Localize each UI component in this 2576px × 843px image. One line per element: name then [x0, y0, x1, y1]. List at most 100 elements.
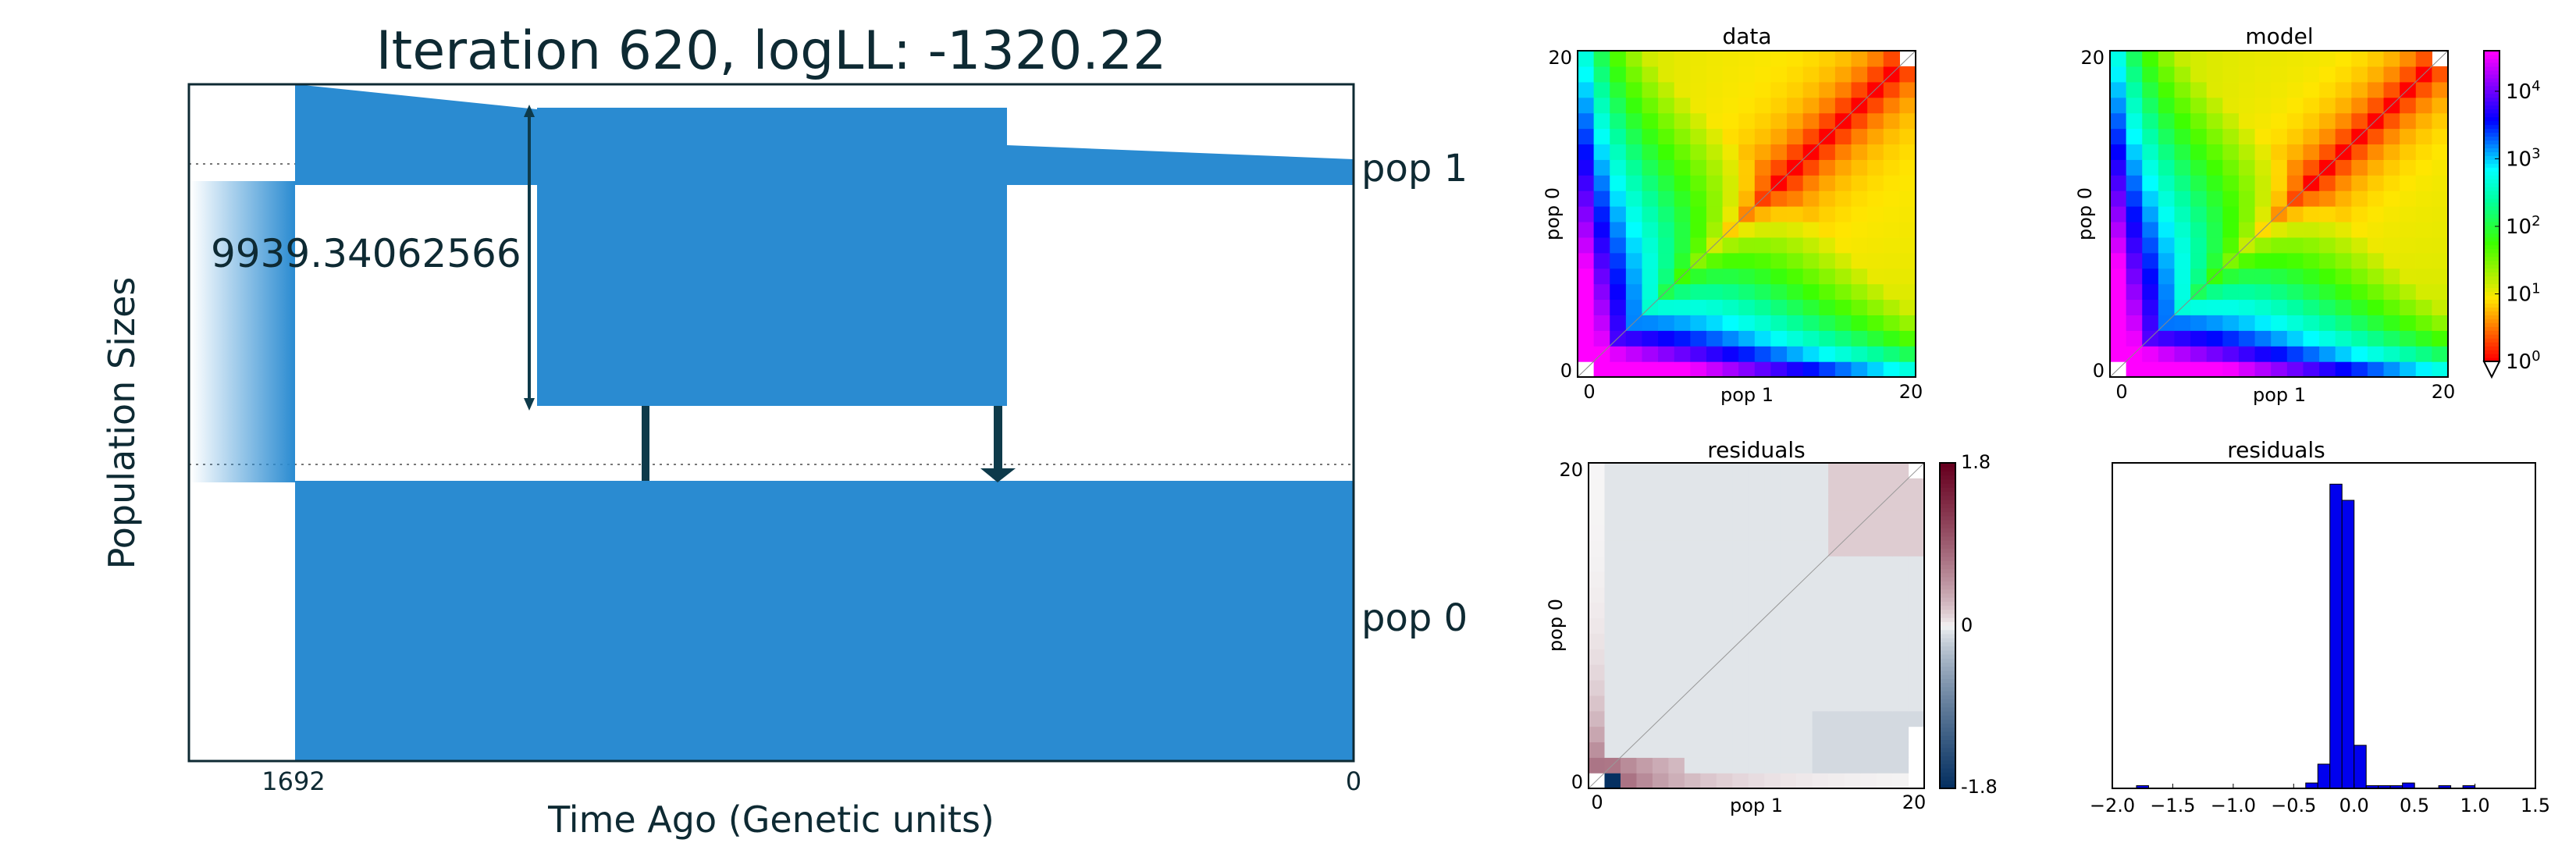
heatmap-cell — [1883, 190, 1900, 207]
heatmap-cell — [1625, 51, 1643, 67]
heatmap-cell — [1610, 190, 1627, 207]
heatmap-cell — [1764, 571, 1781, 588]
heatmap-cell — [2383, 283, 2400, 301]
heatmap-cell — [2254, 237, 2272, 254]
heatmap-cell — [1738, 221, 1756, 238]
heatmap-cell — [1684, 649, 1701, 665]
heatmap-cell — [1668, 649, 1685, 665]
heatmap-cell — [1625, 252, 1643, 269]
heatmap-cell — [1883, 97, 1900, 114]
heatmap-cell — [1732, 602, 1749, 619]
heatmap-cell — [1787, 330, 1804, 347]
heatmap-cell — [2319, 97, 2336, 114]
heatmap-cell — [2286, 221, 2304, 238]
heatmap-cell — [2415, 206, 2432, 222]
heatmap-cell — [1892, 773, 1909, 789]
heatmap-cell — [2174, 51, 2191, 67]
heatmap-cell — [1636, 773, 1653, 789]
heatmap-cell — [2400, 206, 2417, 222]
heatmap-cell — [1908, 571, 1925, 588]
residuals-heatmap-frame — [1588, 462, 1925, 789]
heatmap-cell — [2190, 221, 2208, 238]
heatmap-cell — [1593, 128, 1610, 145]
heatmap-cell — [1652, 602, 1669, 619]
heatmap-cell — [1844, 695, 1861, 712]
heatmap-cell — [1819, 361, 1836, 378]
heatmap-cell — [2110, 112, 2127, 130]
heatmap-cell — [1780, 633, 1797, 649]
heatmap-cell — [1828, 649, 1845, 665]
heatmap-cell — [2222, 283, 2240, 301]
heatmap-cell — [1802, 175, 1820, 191]
heatmap-cell — [1700, 617, 1717, 635]
colorbar-segment — [1940, 666, 1955, 671]
pop1-shape-middle — [537, 108, 1007, 406]
heatmap-cell — [2254, 268, 2272, 285]
heatmap-cell — [2383, 159, 2400, 176]
heatmap-cell — [1860, 757, 1877, 774]
heatmap-cell — [1706, 315, 1724, 331]
model-y-label: pop 0 — [2074, 187, 2096, 240]
heatmap-cell — [1636, 571, 1653, 588]
heatmap-cell — [2432, 330, 2449, 347]
heatmap-cell — [2190, 361, 2208, 378]
heatmap-cell — [1700, 556, 1717, 572]
heatmap-cell — [1892, 649, 1909, 665]
heatmap-cell — [2174, 330, 2191, 347]
heatmap-cell — [2400, 97, 2417, 114]
heatmap-cell — [1668, 571, 1685, 588]
heatmap-cell — [1668, 586, 1685, 603]
heatmap-cell — [1860, 478, 1877, 495]
heatmap-cell — [1658, 315, 1675, 331]
heatmap-cell — [2319, 175, 2336, 191]
heatmap-cell — [1764, 695, 1781, 712]
heatmap-cell — [1754, 252, 1772, 269]
heatmap-cell — [1674, 97, 1691, 114]
heatmap-cell — [2158, 299, 2176, 315]
heatmap-cell — [2174, 112, 2191, 130]
heatmap-cell — [2286, 299, 2304, 315]
heatmap-cell — [1828, 493, 1845, 510]
colorbar-segment — [1940, 699, 1955, 704]
heatmap-cell — [1876, 726, 1893, 743]
heatmap-cell — [2351, 283, 2368, 301]
heatmap-cell — [1819, 97, 1836, 114]
heatmap-cell — [1802, 206, 1820, 222]
heatmap-cell — [1732, 509, 1749, 526]
colorbar-segment — [2484, 268, 2500, 273]
heatmap-cell — [1658, 159, 1675, 176]
heatmap-cell — [2206, 361, 2223, 378]
heatmap-cell — [1802, 283, 1820, 301]
heatmap-cell — [1754, 97, 1772, 114]
heatmap-cell — [1732, 493, 1749, 510]
heatmap-cell — [2206, 190, 2223, 207]
residuals-heatmap-panel: residuals 20 0 0 20 pop 1 pop 0 — [1545, 437, 1926, 816]
migration-arrow-right — [994, 406, 1002, 470]
heatmap-cell — [1876, 478, 1893, 495]
colorbar-segment — [2484, 124, 2500, 130]
colorbar-segment — [2484, 244, 2500, 250]
heatmap-cell — [1738, 299, 1756, 315]
heatmap-cell — [1658, 112, 1675, 130]
heatmap-cell — [2126, 144, 2143, 160]
heatmap-cell — [1610, 299, 1627, 315]
heatmap-cell — [1748, 509, 1765, 526]
heatmap-cell — [1892, 664, 1909, 681]
heatmap-cell — [2174, 144, 2191, 160]
heatmap-cell — [1892, 602, 1909, 619]
heatmap-cell — [1700, 633, 1717, 649]
colorbar-segment — [2484, 54, 2500, 59]
heatmap-cell — [1812, 742, 1829, 758]
heatmap-cell — [1828, 726, 1845, 743]
heatmap-cell — [1796, 664, 1813, 681]
heatmap-cell — [1706, 81, 1724, 98]
colorbar-segment — [1940, 597, 1955, 602]
heatmap-cell — [1706, 190, 1724, 207]
heatmap-cell — [2303, 221, 2320, 238]
size-arrow-head-top — [524, 105, 535, 117]
heatmap-cell — [1732, 695, 1749, 712]
log-colorbar-extend-triangle — [2482, 361, 2501, 379]
heatmap-cell — [2319, 346, 2336, 362]
heatmap-cell — [1668, 664, 1685, 681]
colorbar-segment — [2484, 183, 2500, 187]
